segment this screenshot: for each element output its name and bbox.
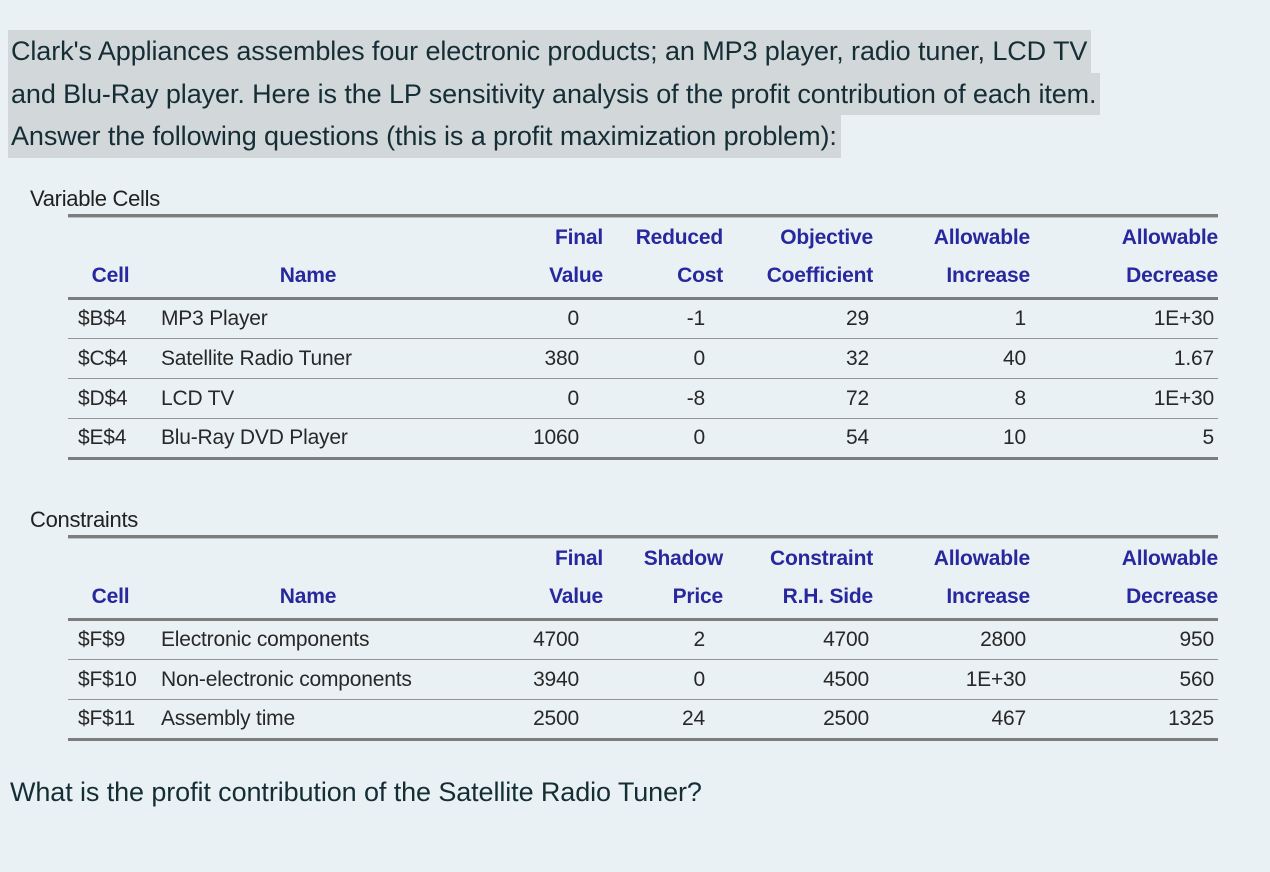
table-row: $F$9 Electronic components 4700 2 4700 2… [68,620,1218,660]
cell-ref: $F$9 [78,628,126,652]
header-name: Name [153,217,463,301]
cell-name: MP3 Player [161,307,268,331]
cell-final-value: 1060 [463,418,603,461]
section-rule [68,535,1218,539]
cell-allowable-increase: 1 [1014,307,1027,331]
cell-objective-coefficient: 72 [723,378,873,419]
cell-reduced-cost: -1 [686,307,705,331]
cell-reduced-cost: 0 [603,418,723,461]
cell-allowable-increase: 8 [873,378,1030,419]
cell-final-value: 380 [463,338,603,379]
header-allowable-decrease: Allowable Decrease [1030,538,1218,622]
variable-cells-table: Cell Name Final Value Reduced Cost Objecti… [68,217,1218,461]
highlighted-text: and Blu-Ray player. Here is the LP sensi… [8,72,1101,116]
cell-name: Electronic components [161,628,370,652]
variable-cells-title: Variable Cells [30,186,160,212]
cell-name: Satellite Radio Tuner [153,338,463,379]
header-allowable-decrease: Allowable Decrease [1030,217,1218,301]
cell-final-value: 3940 [463,659,603,700]
constraints-section: Constraints Cell Name Final Value Shadow P… [0,507,1270,742]
cell-allowable-decrease: 5 [1030,418,1218,461]
cell-reduced-cost: 0 [603,338,723,379]
cell-allowable-increase: 10 [873,418,1030,461]
intro-line: Answer the following questions (this is … [8,115,1270,159]
header-cell: Cell [68,538,153,622]
header-constraint-rhs: Constraint R.H. Side [723,538,873,622]
header-final-value: Final Value [463,217,603,301]
intro-line: Clark's Appliances assembles four electr… [8,30,1270,73]
cell-ref: $D$4 [68,378,153,419]
section-rule [68,214,1218,218]
highlighted-text: Answer the following questions (this is … [8,115,841,159]
cell-allowable-increase: 467 [873,699,1030,742]
header-allowable-increase: Allowable Increase [873,217,1030,301]
intro-paragraph: Clark's Appliances assembles four electr… [8,30,1270,159]
cell-allowable-decrease: 1325 [1030,699,1218,742]
cell-allowable-decrease: 560 [1030,659,1218,700]
cell-ref: $F$10 [68,659,153,700]
cell-ref: $C$4 [68,338,153,379]
table-row: $E$4 Blu-Ray DVD Player 1060 0 54 10 5 [68,418,1218,461]
constraints-table: Cell Name Final Value Shadow Price Constra… [68,538,1218,742]
cell-ref: $F$11 [68,699,153,742]
cell-final-value: 4700 [533,628,579,652]
intro-line: and Blu-Ray player. Here is the LP sensi… [8,72,1270,116]
header-final-value: Final Value [463,538,603,622]
cell-constraint-rhs: 4700 [823,628,869,652]
cell-constraint-rhs: 4500 [723,659,873,700]
variable-cells-header: Cell Name Final Value Reduced Cost Objecti… [68,217,1218,301]
cell-name: Assembly time [153,699,463,742]
cell-allowable-increase: 40 [873,338,1030,379]
cell-reduced-cost: -8 [603,378,723,419]
cell-objective-coefficient: 54 [723,418,873,461]
cell-constraint-rhs: 2500 [723,699,873,742]
cell-allowable-decrease: 1E+30 [1030,378,1218,419]
cell-ref: $B$4 [78,307,127,331]
cell-shadow-price: 24 [603,699,723,742]
cell-name: Non-electronic components [153,659,463,700]
table-row: $F$11 Assembly time 2500 24 2500 467 132… [68,699,1218,742]
table-row: $D$4 LCD TV 0 -8 72 8 1E+30 [68,378,1218,419]
table-row: $B$4 MP3 Player 0 -1 29 1 1E+30 [68,299,1218,339]
constraints-title: Constraints [30,507,138,533]
cell-allowable-decrease: 950 [1179,628,1215,652]
cell-objective-coefficient: 32 [723,338,873,379]
variable-cells-section: Variable Cells Cell Name Final Value Redu… [0,186,1270,461]
cell-objective-coefficient: 29 [846,307,869,331]
cell-allowable-decrease: 1.67 [1030,338,1218,379]
highlighted-text: Clark's Appliances assembles four electr… [8,30,1092,73]
page: { "colors": { "background": "#e9f1f4", "… [0,30,1270,872]
header-allowable-increase: Allowable Increase [873,538,1030,622]
header-name: Name [153,538,463,622]
cell-shadow-price: 2 [693,628,706,652]
cell-name: Blu-Ray DVD Player [153,418,463,461]
cell-final-value: 0 [463,378,603,419]
cell-shadow-price: 0 [603,659,723,700]
table-row: $C$4 Satellite Radio Tuner 380 0 32 40 1… [68,338,1218,379]
question-text: What is the profit contribution of the S… [10,777,702,808]
header-reduced-cost: Reduced Cost [603,217,723,301]
header-shadow-price: Shadow Price [603,538,723,622]
table-row: $F$10 Non-electronic components 3940 0 4… [68,659,1218,700]
cell-final-value: 2500 [463,699,603,742]
header-cell: Cell [68,217,153,301]
cell-allowable-decrease: 1E+30 [1153,307,1215,331]
cell-allowable-increase: 2800 [980,628,1026,652]
cell-name: LCD TV [153,378,463,419]
cell-final-value: 0 [567,307,580,331]
cell-allowable-increase: 1E+30 [873,659,1030,700]
constraints-header: Cell Name Final Value Shadow Price Constra… [68,538,1218,622]
cell-ref: $E$4 [68,418,153,461]
header-objective-coefficient: Objective Coefficient [723,217,873,301]
